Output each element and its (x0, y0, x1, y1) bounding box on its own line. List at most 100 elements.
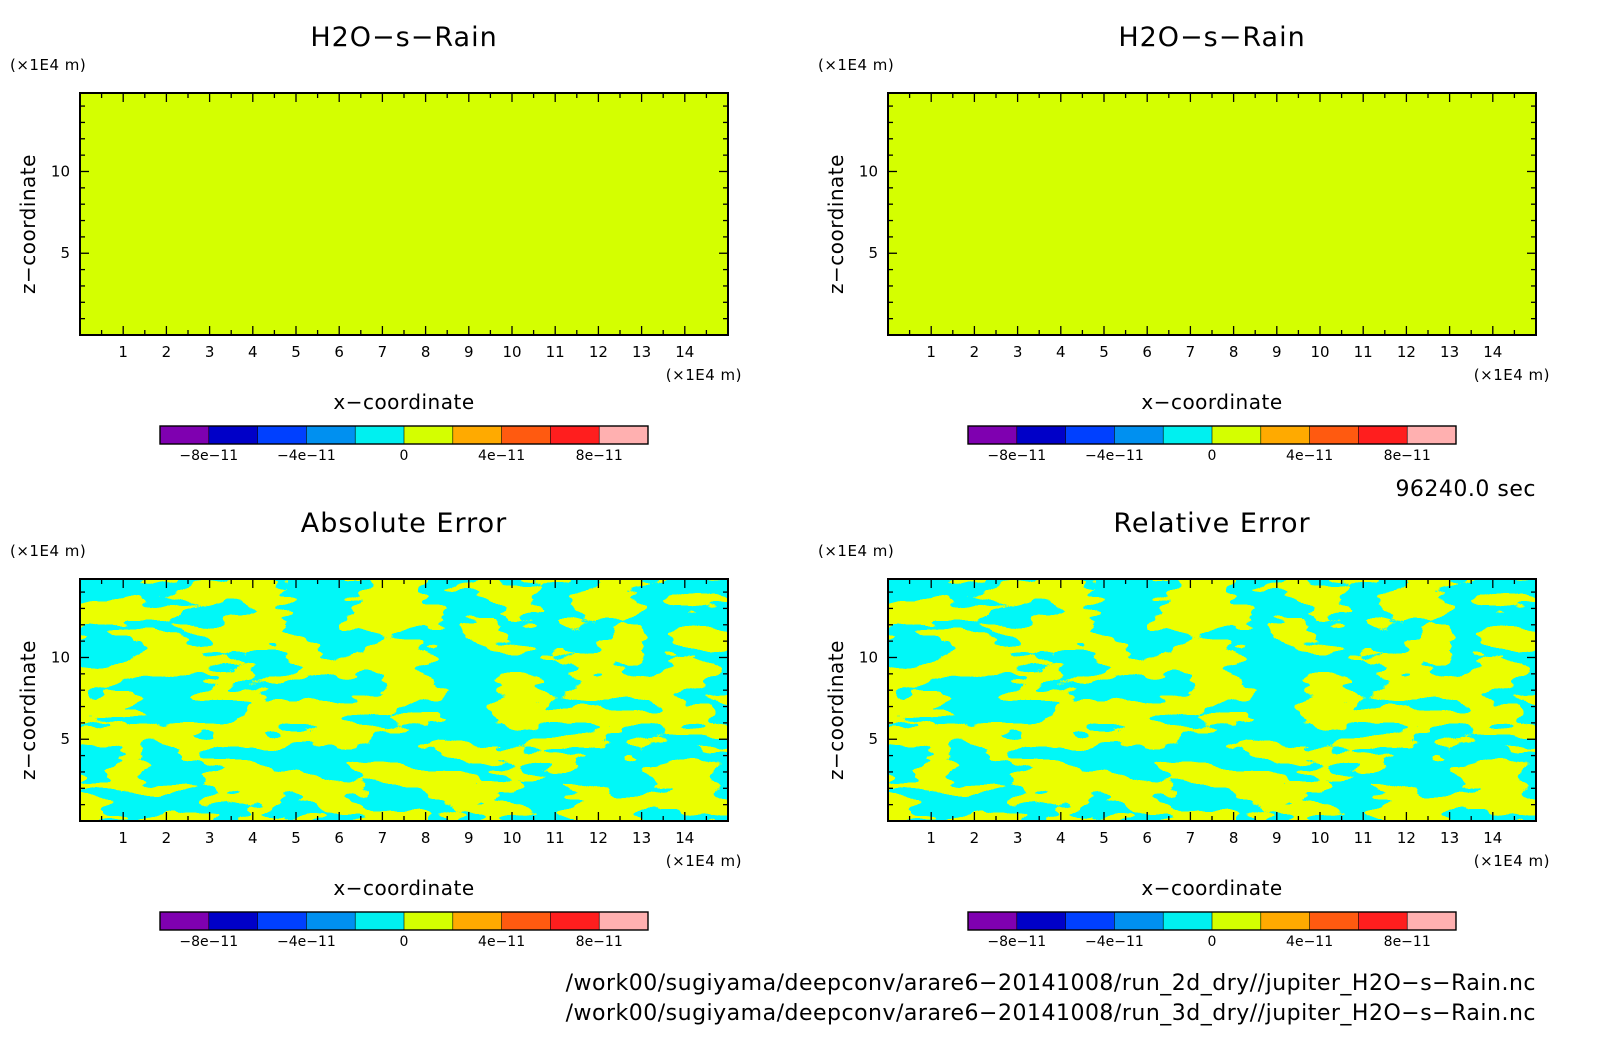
y-axis-label: z−coordinate (824, 154, 848, 294)
colorbar-label: 4e−11 (1286, 934, 1333, 950)
colorbar-swatch (1016, 912, 1066, 930)
x-tick-label: 13 (1440, 829, 1459, 847)
x-tick-label: 3 (205, 829, 215, 847)
field-pattern (888, 579, 1536, 821)
x-axis-unit: (×1E4 m) (1474, 852, 1550, 870)
colorbar-swatch (1260, 912, 1310, 930)
panels: H2O−s−Rain(×1E4 m)1 2 3 4 5 6 7 8 9 10 11 12 13 14510… (10, 22, 1550, 950)
colorbar-swatch (355, 426, 404, 444)
colorbar-swatch (501, 912, 551, 930)
x-axis-label: x−coordinate (1141, 390, 1282, 414)
x-tick-label: 10 (1310, 829, 1329, 847)
x-tick-label: 2 (162, 829, 172, 847)
x-tick-label: 14 (1483, 829, 1502, 847)
x-tick-label: 11 (546, 343, 565, 361)
x-axis-unit: (×1E4 m) (666, 366, 742, 384)
x-tick-label: 2 (162, 343, 172, 361)
colorbar-label: 8e−11 (576, 934, 623, 950)
x-tick-label: 13 (632, 829, 651, 847)
colorbar-label: −8e−11 (987, 934, 1046, 950)
colorbar-swatch (550, 426, 600, 444)
panel-2: H2O−s−Rain(×1E4 m)1 2 3 4 5 6 7 8 9 10 11 12 13 14510… (818, 22, 1550, 464)
chart-title: H2O−s−Rain (1118, 22, 1305, 53)
colorbar-swatch (1358, 426, 1408, 444)
x-tick-label: 13 (1440, 343, 1459, 361)
colorbar-swatch (968, 912, 1017, 930)
colorbar-swatch (404, 426, 453, 444)
x-tick-label: 1 (926, 343, 936, 361)
x-tick-label: 5 (1099, 829, 1109, 847)
colorbar-swatch (208, 426, 258, 444)
colorbar-swatch (1065, 912, 1115, 930)
panel-1: H2O−s−Rain(×1E4 m)1 2 3 4 5 6 7 8 9 10 11 12 13 14510… (10, 22, 742, 464)
x-tick-label: 4 (248, 343, 258, 361)
colorbar-swatch (1358, 912, 1408, 930)
colorbar-swatch (355, 912, 404, 930)
x-tick-label: 7 (1186, 829, 1196, 847)
panel-3: Absolute Error(×1E4 m)1 2 3 4 5 6 7 8 9 10 11 12 13 1… (10, 508, 742, 950)
field-pattern (80, 579, 728, 821)
field-fill (888, 93, 1536, 335)
colorbar-label: 0 (400, 448, 409, 464)
y-axis-unit: (×1E4 m) (10, 542, 86, 560)
x-tick-label: 14 (1483, 343, 1502, 361)
x-tick-label: 14 (675, 829, 694, 847)
panel-4: Relative Error(×1E4 m)1 2 3 4 5 6 7 8 9 10 11 12 13 1… (818, 508, 1550, 950)
x-axis-label: x−coordinate (1141, 876, 1282, 900)
x-tick-label: 10 (502, 829, 521, 847)
colorbar-swatch (1309, 912, 1359, 930)
x-tick-label: 11 (1354, 829, 1373, 847)
colorbar-label: −4e−11 (277, 448, 336, 464)
x-tick-label: 11 (546, 829, 565, 847)
y-tick-label: 5 (868, 244, 878, 262)
x-tick-label: 12 (1397, 343, 1416, 361)
colorbar-swatch (1163, 912, 1212, 930)
colorbar-label: −4e−11 (1085, 448, 1144, 464)
colorbar-swatch (550, 912, 600, 930)
colorbar-swatch (1260, 426, 1310, 444)
x-tick-label: 1 (118, 829, 128, 847)
x-tick-label: 7 (378, 829, 388, 847)
file-path-2: /work00/sugiyama/deepconv/arare6−2014100… (566, 1001, 1536, 1026)
x-tick-label: 12 (589, 829, 608, 847)
colorbar-swatch (1065, 426, 1115, 444)
colorbar-label: 8e−11 (576, 448, 623, 464)
x-tick-label: 10 (1310, 343, 1329, 361)
x-tick-label: 12 (1397, 829, 1416, 847)
colorbar-label: 4e−11 (1286, 448, 1333, 464)
colorbar-swatch (160, 426, 209, 444)
colorbar-swatch (1163, 426, 1212, 444)
x-tick-label: 2 (970, 343, 980, 361)
colorbar-swatch (599, 426, 648, 444)
x-tick-label: 5 (291, 343, 301, 361)
colorbar-swatch (257, 426, 307, 444)
colorbar-swatch (1114, 426, 1164, 444)
colorbar-swatch (1407, 912, 1456, 930)
x-tick-label: 1 (118, 343, 128, 361)
colorbar-swatch (257, 912, 307, 930)
colorbar-swatch (1212, 426, 1261, 444)
x-axis-unit: (×1E4 m) (1474, 366, 1550, 384)
colorbar-label: 0 (400, 934, 409, 950)
colorbar-swatch (452, 912, 502, 930)
x-tick-label: 13 (632, 343, 651, 361)
x-axis-label: x−coordinate (333, 390, 474, 414)
y-tick-label: 10 (859, 162, 878, 180)
x-tick-label: 2 (970, 829, 980, 847)
x-tick-label: 4 (248, 829, 258, 847)
colorbar-swatch (501, 426, 551, 444)
x-tick-label: 9 (464, 829, 474, 847)
x-tick-label: 8 (421, 343, 431, 361)
colorbar-swatch (1309, 426, 1359, 444)
x-tick-label: 9 (1272, 829, 1282, 847)
x-tick-label: 9 (1272, 343, 1282, 361)
colorbar-swatch (306, 426, 356, 444)
colorbar-swatch (1114, 912, 1164, 930)
y-tick-label: 10 (51, 162, 70, 180)
x-tick-label: 9 (464, 343, 474, 361)
colorbar-label: 0 (1208, 448, 1217, 464)
y-axis-unit: (×1E4 m) (10, 56, 86, 74)
x-tick-label: 4 (1056, 829, 1066, 847)
x-tick-label: 8 (1229, 343, 1239, 361)
